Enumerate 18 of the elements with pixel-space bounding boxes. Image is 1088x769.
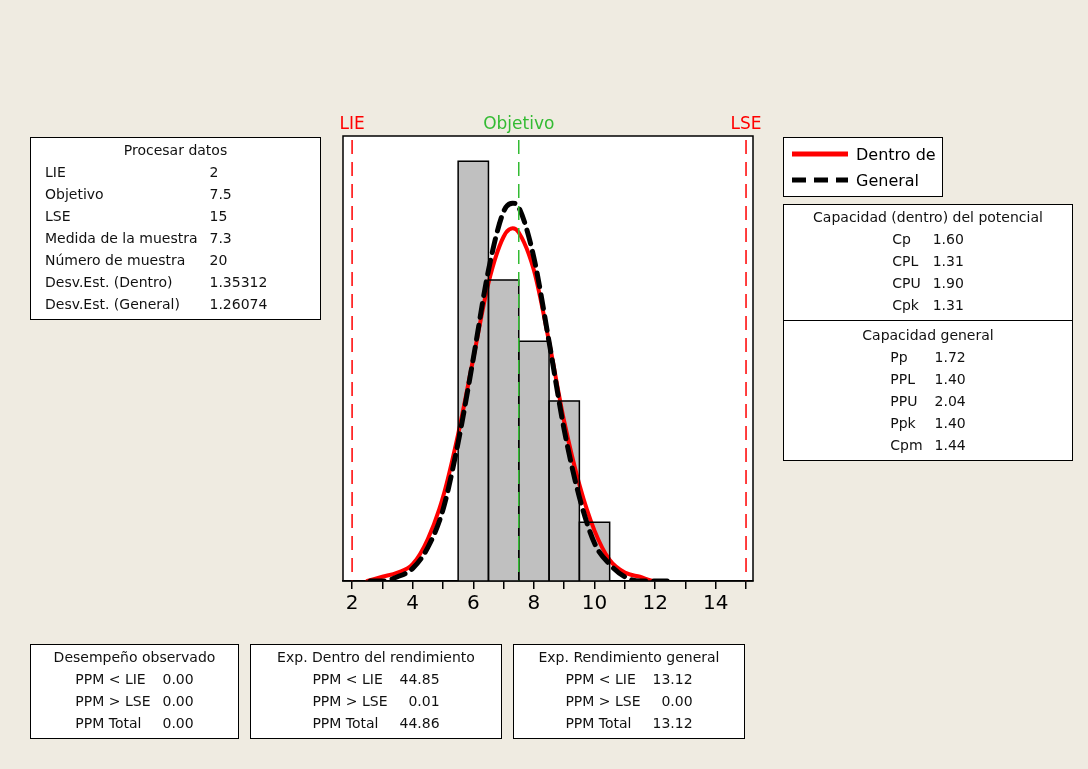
legend-label: Dentro de [856,144,936,164]
text: Procesar datos LIE 2 Objetivo 7.5 LSE 15 Medida de la muestra 7.3 Número de muestra 20 Desv.Est. (Dentro) 1.35312 Desv.Est. (General) 1.26074 [45,142,268,312]
x-tick-label: 10 [581,590,608,615]
x-tick-label: 14 [703,590,729,615]
x-tick-label: 2 [345,590,359,615]
ref-line-label: Objetivo [483,112,555,133]
x-tick-label: 6 [466,590,480,615]
legend-label: General [856,170,920,190]
text: Capacidad (dentro) del potencial Cp 1.60 CPL 1.31 CPU 1.90 Cpk 1.31 [813,209,1043,313]
ref-line-label: LIE [339,112,365,133]
text: Capacidad general Pp 1.72 PPL 1.40 PPU 2.04 Ppk 1.40 Cpm 1.44 [862,327,994,453]
text: Exp. Rendimiento general PPM < LIE 13.12 PPM > LSE 0.00 PPM Total 13.12 [538,649,720,731]
x-tick-label: 12 [642,590,668,615]
text: Exp. Dentro del rendimiento PPM < LIE 44.85 PPM > LSE 0.01 PPM Total 44.86 [277,649,475,731]
x-tick-label: 4 [406,590,420,615]
text: Desempeño observado PPM < LIE 0.00 PPM > LSE 0.00 PPM Total 0.00 [53,649,216,731]
ref-line-label: LSE [730,112,762,133]
x-tick-label: 8 [527,590,541,615]
